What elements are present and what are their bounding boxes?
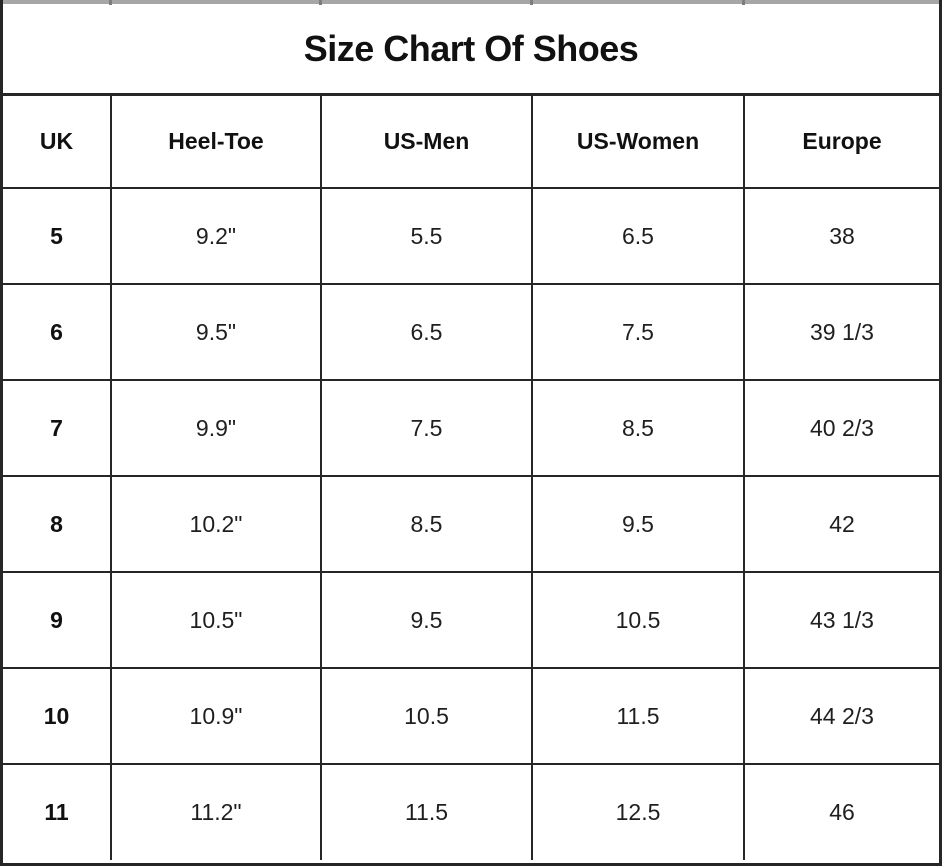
table-row: 9 10.5" 9.5 10.5 43 1/3 [3,571,939,669]
cell-europe: 39 1/3 [743,283,939,381]
cell-us-men: 7.5 [320,379,533,477]
table-title-row: Size Chart Of Shoes [3,4,939,96]
cell-heel-toe: 9.5" [110,283,322,381]
cell-us-men: 6.5 [320,283,533,381]
table-row: 10 10.9" 10.5 11.5 44 2/3 [3,667,939,765]
cell-us-men: 5.5 [320,187,533,285]
cell-europe: 46 [743,763,939,860]
gridline-tick [742,0,745,5]
column-header-europe: Europe [743,96,939,189]
cell-uk: 5 [3,187,112,285]
cell-uk: 8 [3,475,112,573]
column-header-heel-toe: Heel-Toe [110,96,322,189]
cell-us-men: 9.5 [320,571,533,669]
cell-us-women: 9.5 [531,475,745,573]
header-row: UK Heel-Toe US-Men US-Women Europe [3,96,939,189]
table-title: Size Chart Of Shoes [303,27,639,69]
cell-uk: 9 [3,571,112,669]
cell-us-women: 6.5 [531,187,745,285]
column-header-us-women: US-Women [531,96,745,189]
cell-us-women: 7.5 [531,283,745,381]
cell-europe: 43 1/3 [743,571,939,669]
cell-heel-toe: 10.2" [110,475,322,573]
cell-uk: 11 [3,763,112,860]
cell-us-men: 10.5 [320,667,533,765]
cell-us-men: 11.5 [320,763,533,860]
table-row: 7 9.9" 7.5 8.5 40 2/3 [3,379,939,477]
cell-heel-toe: 10.9" [110,667,322,765]
cell-heel-toe: 11.2" [110,763,322,860]
column-header-uk: UK [3,96,112,189]
cell-us-women: 8.5 [531,379,745,477]
cell-uk: 10 [3,667,112,765]
cell-europe: 44 2/3 [743,667,939,765]
cell-us-men: 8.5 [320,475,533,573]
cell-uk: 6 [3,283,112,381]
cell-us-women: 10.5 [531,571,745,669]
table-row: 5 9.2" 5.5 6.5 38 [3,187,939,285]
table-row: 11 11.2" 11.5 12.5 46 [3,763,939,860]
gridline-tick [109,0,112,5]
cell-us-women: 12.5 [531,763,745,860]
cropped-row-strip [3,0,939,5]
cell-europe: 38 [743,187,939,285]
table-row: 6 9.5" 6.5 7.5 39 1/3 [3,283,939,381]
gridline-tick [530,0,533,5]
cell-europe: 40 2/3 [743,379,939,477]
table-row: 8 10.2" 8.5 9.5 42 [3,475,939,573]
cell-heel-toe: 9.9" [110,379,322,477]
column-header-us-men: US-Men [320,96,533,189]
cell-uk: 7 [3,379,112,477]
cell-heel-toe: 9.2" [110,187,322,285]
cell-europe: 42 [743,475,939,573]
cell-us-women: 11.5 [531,667,745,765]
cell-heel-toe: 10.5" [110,571,322,669]
gridline-tick [319,0,322,5]
size-conversion-table: UK Heel-Toe US-Men US-Women Europe 5 9.2… [3,96,939,860]
